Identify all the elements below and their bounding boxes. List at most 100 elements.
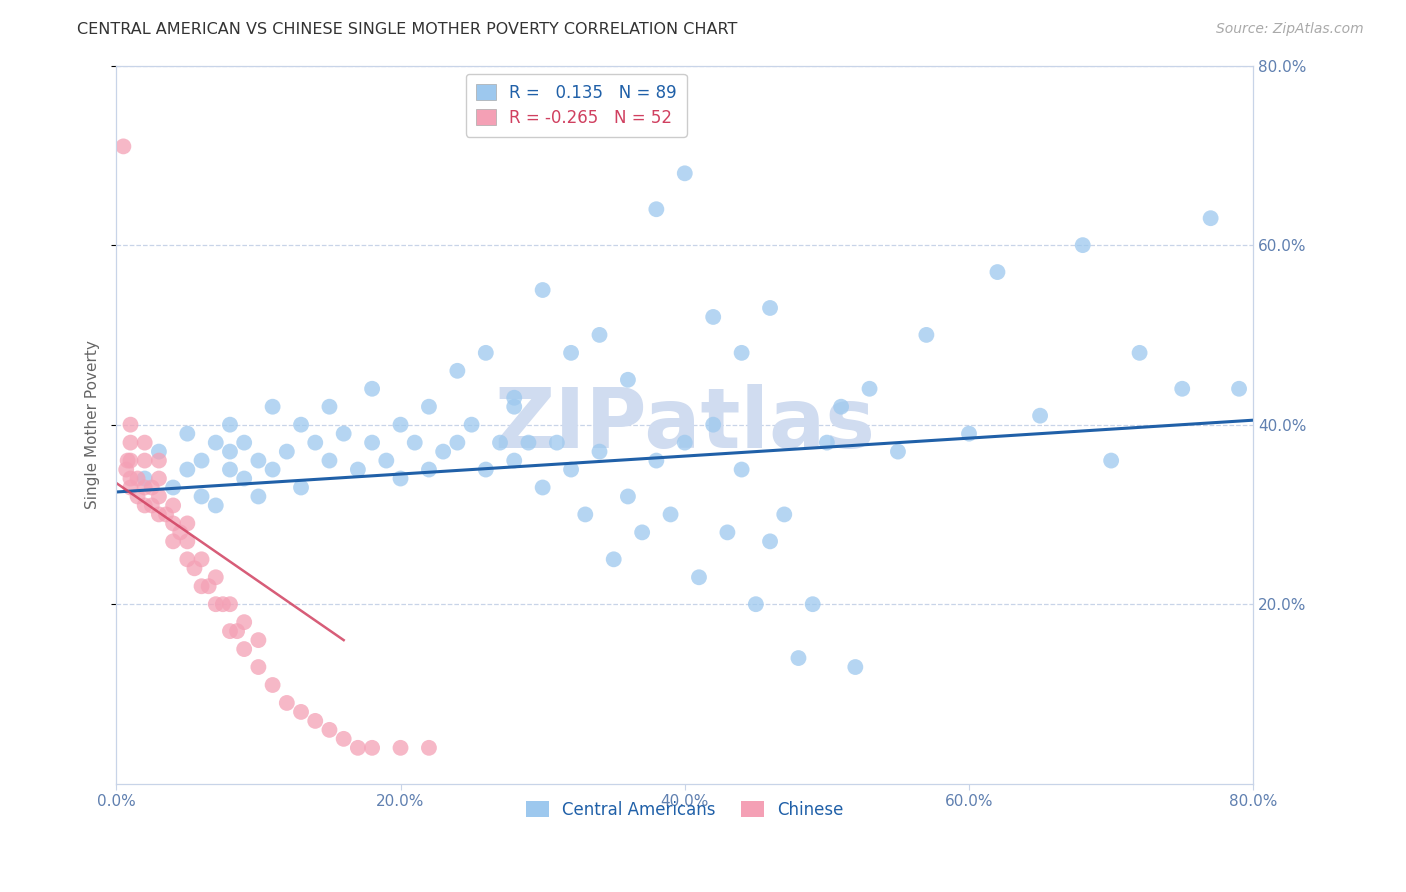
Text: Source: ZipAtlas.com: Source: ZipAtlas.com	[1216, 22, 1364, 37]
Point	[574, 508, 596, 522]
Point	[155, 508, 177, 522]
Point	[115, 462, 138, 476]
Point	[262, 678, 284, 692]
Point	[183, 561, 205, 575]
Point	[617, 490, 640, 504]
Point	[688, 570, 710, 584]
Point	[176, 426, 198, 441]
Point	[404, 435, 426, 450]
Point	[141, 481, 163, 495]
Point	[219, 597, 242, 611]
Point	[176, 462, 198, 476]
Point	[290, 705, 312, 719]
Point	[219, 462, 242, 476]
Point	[204, 570, 226, 584]
Point	[347, 462, 370, 476]
Point	[1227, 382, 1250, 396]
Point	[787, 651, 810, 665]
Point	[503, 453, 526, 467]
Point	[503, 400, 526, 414]
Point	[127, 490, 149, 504]
Point	[148, 508, 170, 522]
Point	[162, 481, 184, 495]
Point	[134, 481, 156, 495]
Point	[659, 508, 682, 522]
Point	[162, 534, 184, 549]
Point	[204, 435, 226, 450]
Legend: Central Americans, Chinese: Central Americans, Chinese	[519, 795, 851, 826]
Point	[446, 435, 468, 450]
Point	[716, 525, 738, 540]
Point	[226, 624, 249, 639]
Point	[134, 499, 156, 513]
Point	[531, 283, 554, 297]
Point	[503, 391, 526, 405]
Point	[233, 642, 256, 657]
Point	[1029, 409, 1052, 423]
Point	[233, 471, 256, 485]
Point	[304, 435, 326, 450]
Point	[375, 453, 398, 467]
Point	[120, 435, 142, 450]
Y-axis label: Single Mother Poverty: Single Mother Poverty	[86, 340, 100, 509]
Point	[702, 417, 724, 432]
Point	[247, 453, 270, 467]
Point	[759, 301, 782, 315]
Point	[418, 740, 440, 755]
Point	[247, 660, 270, 674]
Point	[120, 417, 142, 432]
Point	[204, 499, 226, 513]
Point	[475, 346, 498, 360]
Point	[702, 310, 724, 324]
Point	[1129, 346, 1152, 360]
Point	[418, 462, 440, 476]
Point	[290, 481, 312, 495]
Point	[141, 499, 163, 513]
Point	[204, 597, 226, 611]
Point	[745, 597, 768, 611]
Point	[361, 435, 384, 450]
Point	[631, 525, 654, 540]
Point	[560, 462, 582, 476]
Point	[673, 435, 696, 450]
Point	[773, 508, 796, 522]
Point	[1171, 382, 1194, 396]
Point	[858, 382, 880, 396]
Point	[120, 453, 142, 467]
Point	[162, 499, 184, 513]
Point	[389, 417, 412, 432]
Point	[801, 597, 824, 611]
Point	[830, 400, 852, 414]
Point	[730, 346, 752, 360]
Point	[148, 490, 170, 504]
Point	[389, 471, 412, 485]
Point	[120, 471, 142, 485]
Point	[276, 696, 298, 710]
Point	[1071, 238, 1094, 252]
Point	[233, 615, 256, 629]
Point	[347, 740, 370, 755]
Point	[148, 444, 170, 458]
Point	[361, 382, 384, 396]
Point	[489, 435, 512, 450]
Point	[986, 265, 1008, 279]
Point	[418, 400, 440, 414]
Point	[617, 373, 640, 387]
Point	[219, 624, 242, 639]
Point	[332, 731, 354, 746]
Point	[190, 579, 212, 593]
Point	[262, 400, 284, 414]
Point	[120, 481, 142, 495]
Point	[148, 471, 170, 485]
Point	[176, 516, 198, 531]
Point	[446, 364, 468, 378]
Point	[148, 453, 170, 467]
Point	[233, 435, 256, 450]
Point	[262, 462, 284, 476]
Point	[361, 740, 384, 755]
Point	[730, 462, 752, 476]
Point	[134, 435, 156, 450]
Point	[602, 552, 624, 566]
Point	[190, 552, 212, 566]
Point	[304, 714, 326, 728]
